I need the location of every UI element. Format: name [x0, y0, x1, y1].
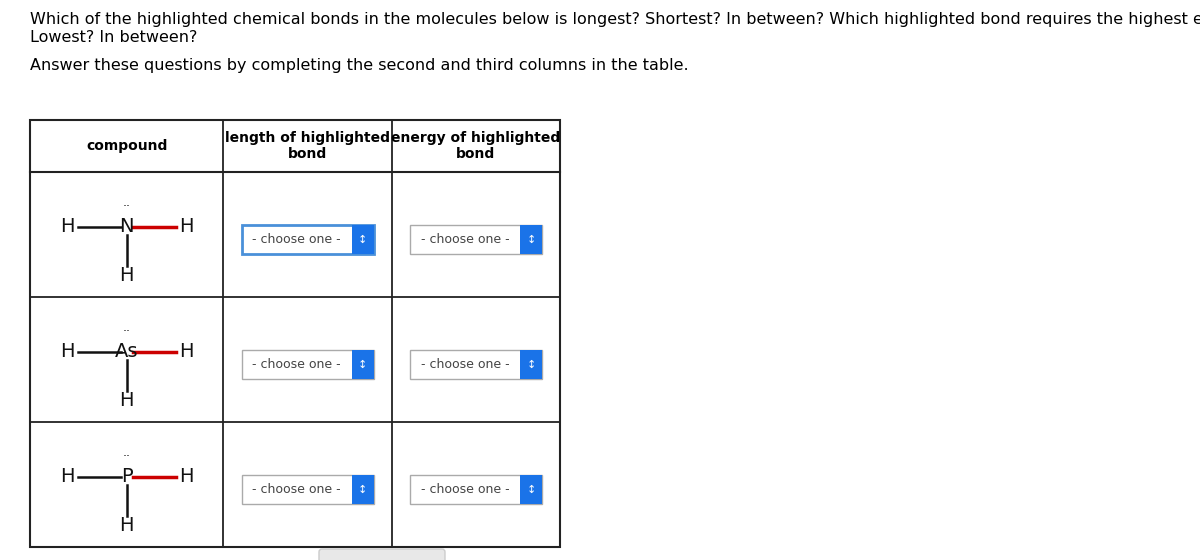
Text: P: P [121, 467, 132, 486]
Text: - choose one -: - choose one - [421, 233, 509, 246]
Bar [241, 350, 373, 379]
Text: H: H [120, 267, 134, 286]
Bar [241, 475, 373, 504]
Bar [520, 350, 542, 379]
Text: - choose one -: - choose one - [252, 483, 341, 496]
FancyBboxPatch shape [319, 549, 445, 560]
Text: ↕: ↕ [358, 360, 367, 370]
Text: H: H [60, 217, 74, 236]
Text: - choose one -: - choose one - [421, 358, 509, 371]
Text: - choose one -: - choose one - [252, 358, 341, 371]
Bar [520, 225, 542, 254]
Text: ↕: ↕ [358, 235, 367, 245]
Text: compound: compound [86, 139, 168, 153]
Bar [352, 475, 373, 504]
Bar [410, 475, 542, 504]
Text: length of highlighted
bond: length of highlighted bond [226, 131, 390, 161]
Bar [241, 225, 373, 254]
Bar [410, 225, 542, 254]
Text: ↕: ↕ [527, 360, 535, 370]
Text: H: H [120, 391, 134, 410]
Bar [352, 350, 373, 379]
Bar [520, 475, 542, 504]
Text: ↕: ↕ [358, 484, 367, 494]
Text: - choose one -: - choose one - [421, 483, 509, 496]
Text: H: H [120, 516, 134, 535]
Text: ··: ·· [122, 200, 131, 213]
Text: As: As [115, 342, 138, 361]
Text: Which of the highlighted chemical bonds in the molecules below is longest? Short: Which of the highlighted chemical bonds … [30, 12, 1200, 27]
Text: H: H [60, 467, 74, 486]
Text: H: H [60, 342, 74, 361]
Text: - choose one -: - choose one - [252, 233, 341, 246]
Text: ↕: ↕ [527, 484, 535, 494]
Bar [352, 225, 373, 254]
Text: H: H [179, 342, 193, 361]
Text: ··: ·· [122, 450, 131, 463]
Text: H: H [179, 217, 193, 236]
Bar [410, 350, 542, 379]
Text: H: H [179, 467, 193, 486]
Text: energy of highlighted
bond: energy of highlighted bond [391, 131, 560, 161]
Text: Answer these questions by completing the second and third columns in the table.: Answer these questions by completing the… [30, 58, 689, 73]
Bar [30, 120, 560, 547]
Text: N: N [120, 217, 134, 236]
Text: ↕: ↕ [527, 235, 535, 245]
Text: ··: ·· [122, 325, 131, 338]
Text: Lowest? In between?: Lowest? In between? [30, 30, 197, 45]
